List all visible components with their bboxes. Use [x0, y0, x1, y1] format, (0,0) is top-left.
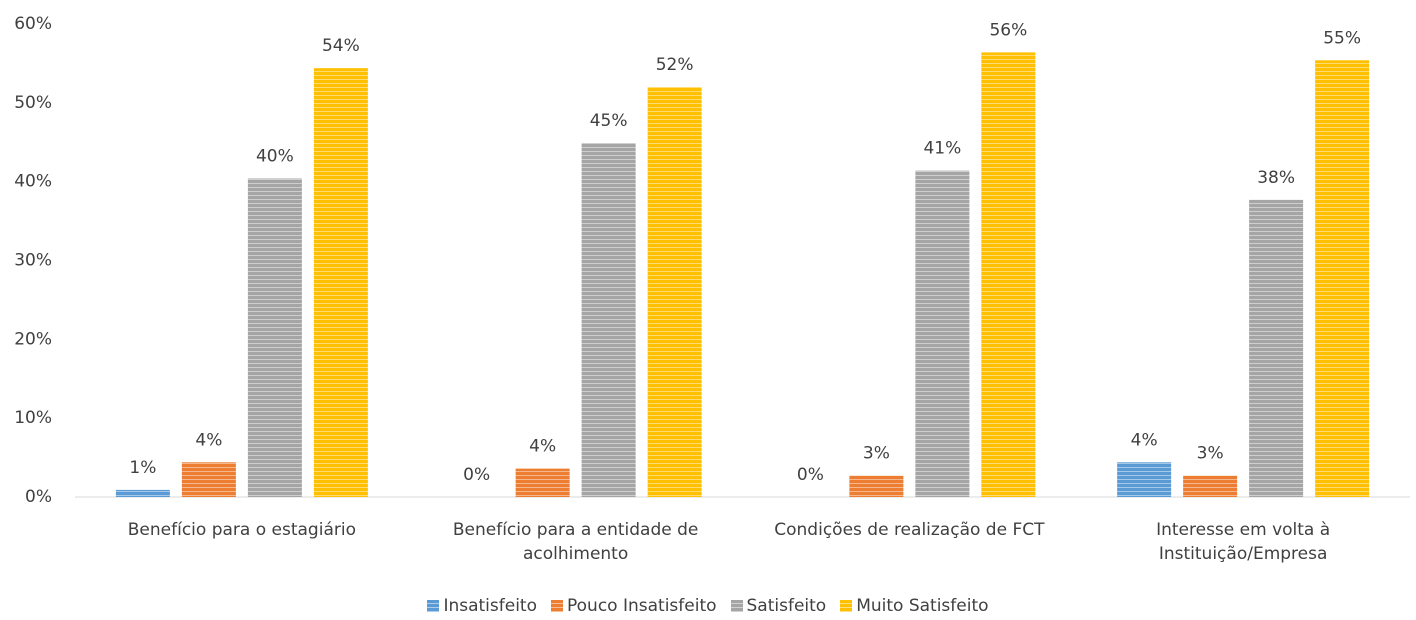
bar	[1117, 462, 1172, 497]
value-label: 56%	[989, 20, 1027, 40]
bar	[313, 68, 368, 497]
y-tick-label: 30%	[14, 251, 52, 271]
legend-item: Satisfeito	[730, 596, 827, 616]
y-tick-label: 50%	[14, 93, 52, 113]
legend-swatch	[427, 600, 440, 612]
value-label: 4%	[529, 437, 556, 457]
value-label: 1%	[129, 458, 156, 478]
legend-item: Pouco Insatisfeito	[551, 596, 717, 616]
bar	[981, 52, 1036, 497]
x-tick-label: Interesse em volta à Instituição/Empresa	[1156, 520, 1331, 564]
value-label: 40%	[256, 147, 294, 167]
bar	[849, 475, 904, 497]
value-label: 54%	[322, 36, 360, 56]
legend-swatch	[730, 600, 743, 612]
legend-label: Satisfeito	[746, 596, 827, 616]
value-label: 0%	[797, 465, 824, 485]
y-tick-label: 0%	[25, 487, 52, 507]
value-label: 45%	[590, 111, 628, 131]
value-label: 55%	[1323, 28, 1361, 48]
legend-swatch	[840, 600, 853, 612]
legend-label: Pouco Insatisfeito	[567, 596, 717, 616]
legend-label: Insatisfeito	[443, 596, 537, 616]
value-label: 0%	[463, 465, 490, 485]
value-label: 3%	[1197, 444, 1224, 464]
x-tick-label: Benefício para a entidade de acolhimento	[452, 520, 699, 564]
legend-label: Muito Satisfeito	[856, 596, 989, 616]
value-label: 4%	[1131, 430, 1158, 450]
y-tick-label: 40%	[14, 172, 52, 192]
legend: Insatisfeito Pouco Insatisfeito Satisfeito…	[0, 596, 1416, 616]
value-label: 41%	[923, 139, 961, 159]
value-label: 52%	[656, 55, 694, 75]
value-label: 38%	[1257, 168, 1295, 188]
legend-item: Insatisfeito	[427, 596, 537, 616]
bar	[1183, 475, 1238, 497]
bar	[647, 87, 702, 498]
x-tick-label: Condições de realização de FCT	[774, 520, 1045, 540]
x-tick-label: Benefício para o estagiário	[127, 520, 356, 540]
y-tick-label: 60%	[14, 14, 52, 34]
bar	[515, 468, 570, 497]
legend-item: Muito Satisfeito	[840, 596, 989, 616]
value-label: 4%	[195, 430, 222, 450]
y-tick-label: 10%	[14, 408, 52, 428]
bar	[1315, 60, 1370, 497]
bar	[247, 178, 302, 497]
bar	[181, 462, 236, 497]
bar	[1249, 199, 1304, 497]
legend-swatch	[551, 600, 563, 612]
y-tick-label: 20%	[14, 329, 52, 349]
bar	[915, 170, 970, 497]
bar	[581, 143, 636, 497]
bar	[115, 489, 170, 497]
value-label: 3%	[863, 444, 890, 464]
